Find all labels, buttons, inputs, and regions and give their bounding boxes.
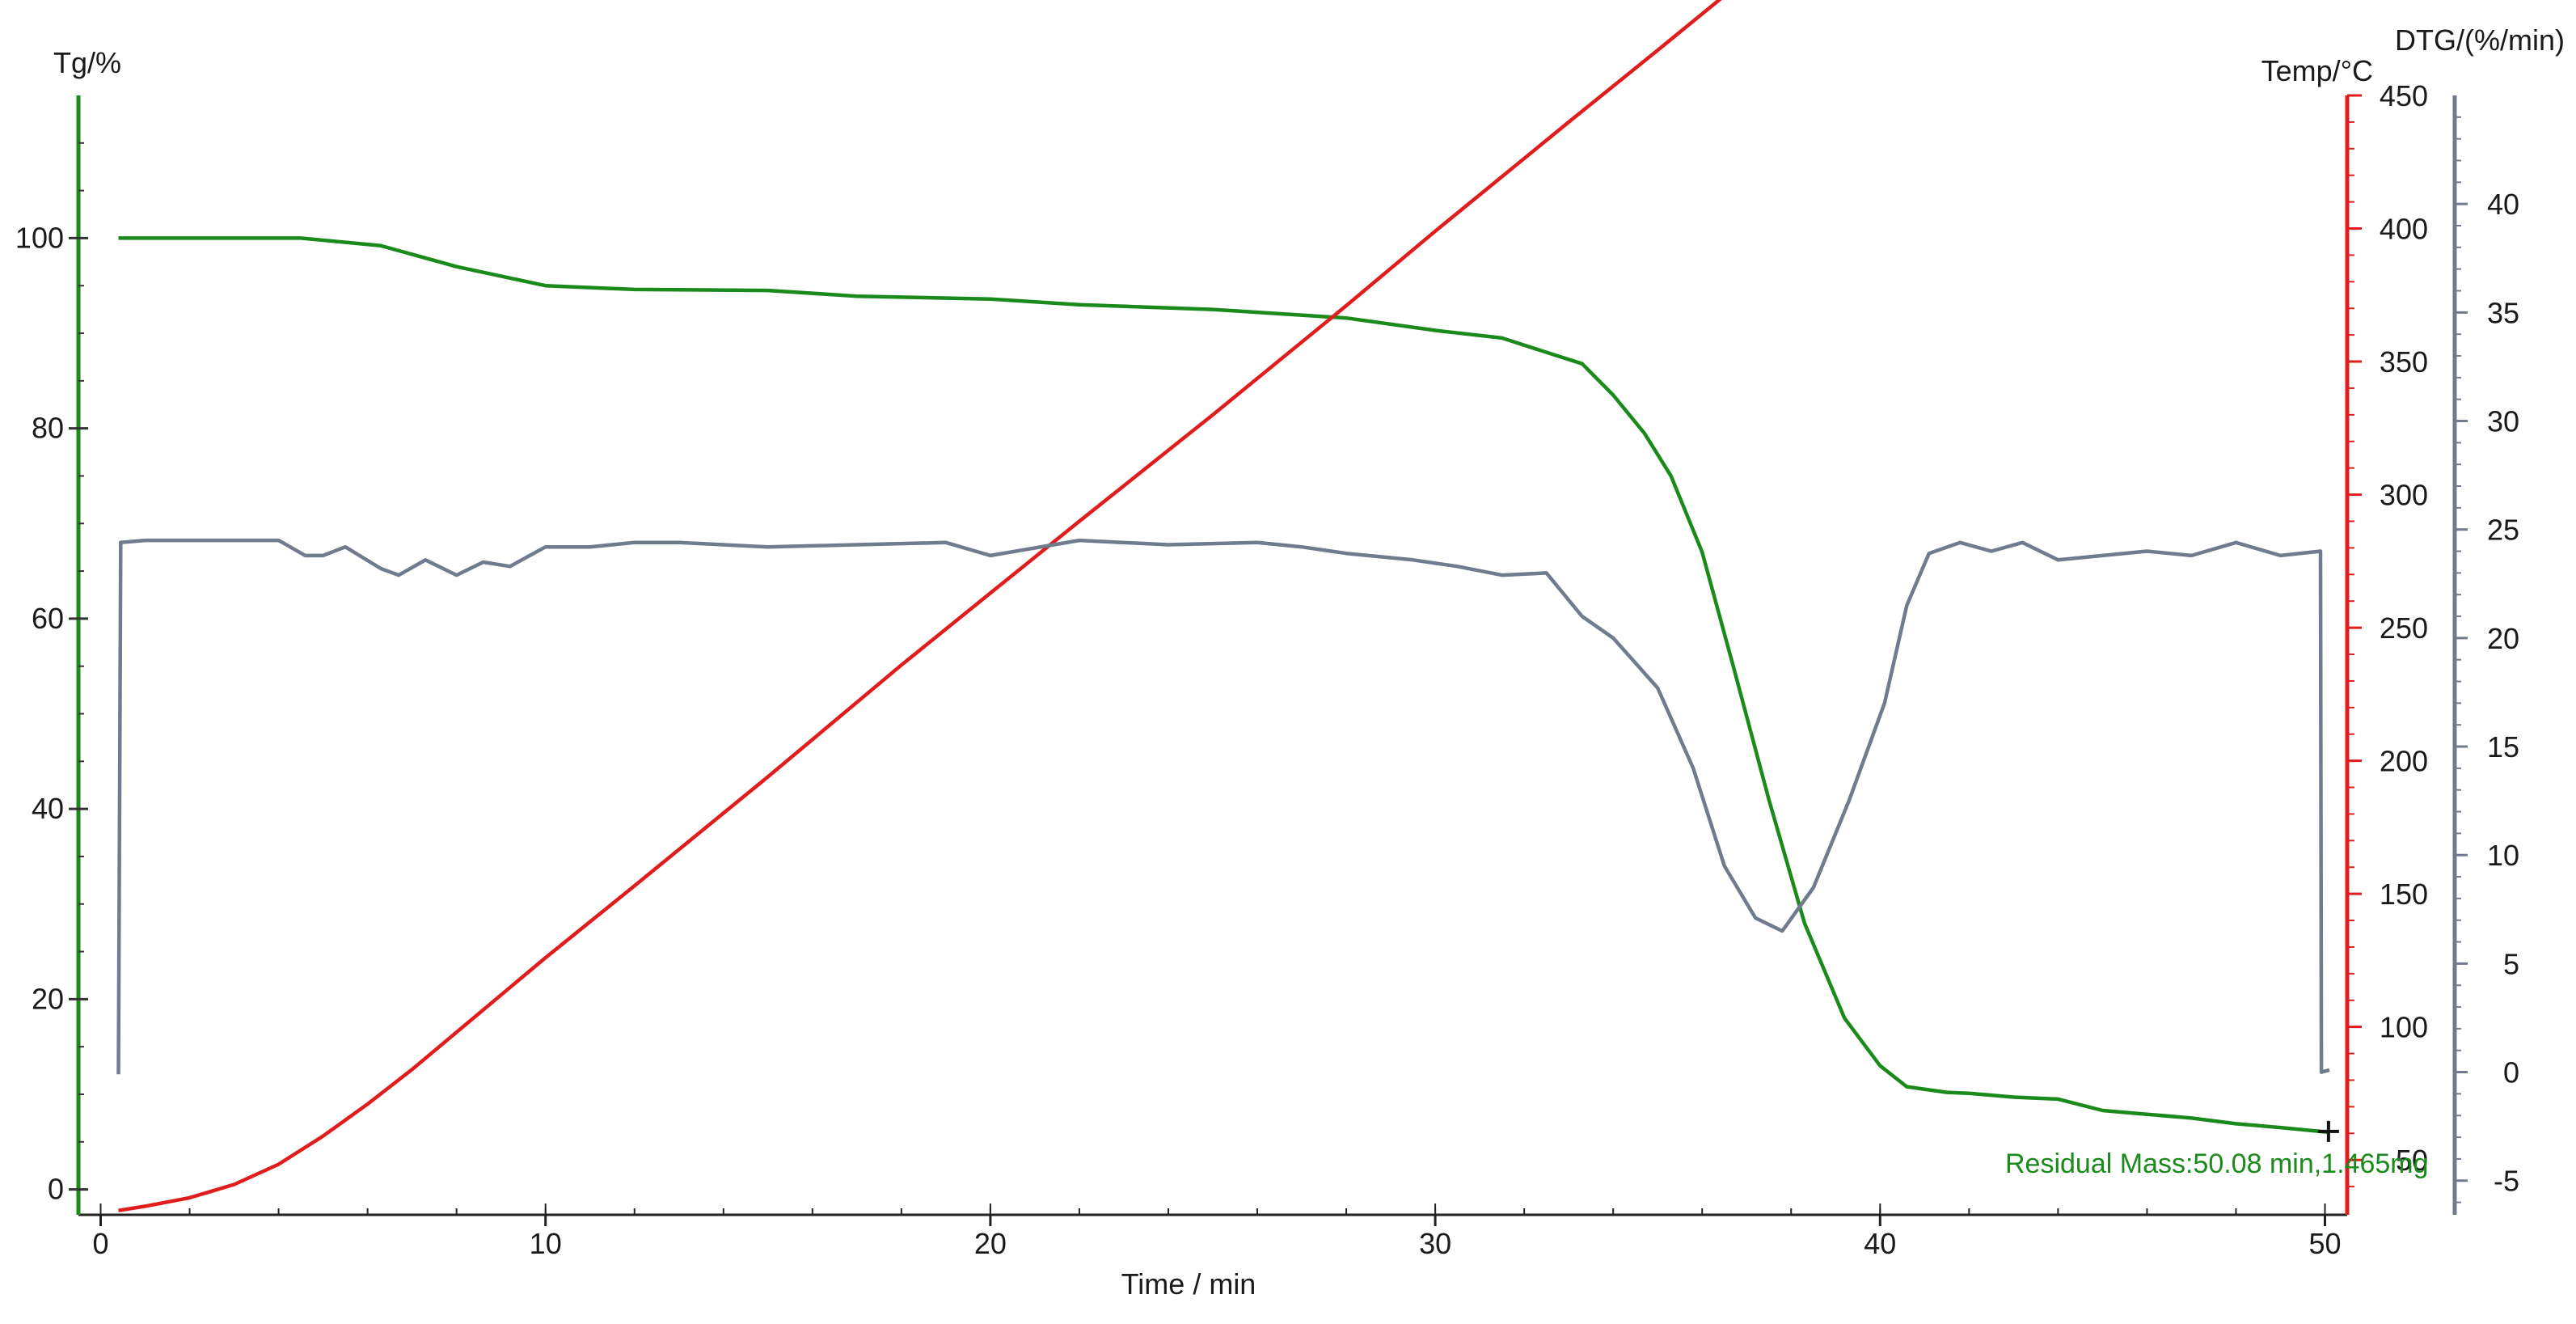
temp-series-line <box>118 0 1722 1212</box>
dtg-tick-label: 25 <box>2487 514 2519 547</box>
tg-tick-label: 20 <box>32 982 64 1015</box>
x-tick-label: 10 <box>530 1227 562 1260</box>
temp-tick-label: 200 <box>2380 745 2428 778</box>
tg-tick-label: 100 <box>15 221 64 254</box>
tg-axis-title: Tg/% <box>53 46 121 79</box>
tg-series-line <box>118 236 2330 1135</box>
series-lines <box>116 0 2330 1212</box>
tg-tick-label: 40 <box>32 792 64 825</box>
x-tick-label: 30 <box>1419 1227 1451 1260</box>
dtg-series-line <box>116 538 2330 1075</box>
tg-tick-label: 60 <box>32 602 64 635</box>
dtg-axis-title: DTG/(%/min) <box>2395 23 2565 57</box>
dtg-tick-label: 35 <box>2487 296 2519 329</box>
tg-tick-label: 0 <box>48 1173 64 1206</box>
temp-tick-label: 400 <box>2380 213 2428 246</box>
x-tick-label: 50 <box>2308 1227 2341 1260</box>
temp-tick-label: 300 <box>2380 479 2428 512</box>
temp-axis-title: Temp/°C <box>2261 54 2373 87</box>
temp-tick-label: 150 <box>2380 878 2428 911</box>
dtg-tick-label: -5 <box>2494 1165 2519 1198</box>
temp-tick-label: 450 <box>2380 79 2428 112</box>
dtg-tick-label: 5 <box>2503 947 2519 980</box>
dtg-tick-label: 20 <box>2487 622 2519 655</box>
residual-mass-label: Residual Mass:50.08 min,1.465mg <box>2005 1148 2429 1179</box>
x-tick-label: 0 <box>92 1227 108 1260</box>
temp-tick-label: 100 <box>2380 1011 2428 1044</box>
temp-tick-label: 50 <box>2396 1144 2428 1177</box>
tg-tick-label: 80 <box>32 412 64 445</box>
x-tick-label: 40 <box>1864 1227 1896 1260</box>
temp-tick-label: 350 <box>2380 345 2428 379</box>
dtg-tick-label: 15 <box>2487 730 2519 764</box>
x-tick-label: 20 <box>974 1227 1007 1260</box>
annotation: Residual Mass:50.08 min,1.465mg <box>2005 1120 2429 1179</box>
temp-tick-label: 250 <box>2380 611 2428 645</box>
x-axis-title: Time / min <box>1121 1267 1256 1301</box>
dtg-tick-label: 30 <box>2487 405 2519 438</box>
dtg-tick-label: 0 <box>2503 1056 2519 1089</box>
dtg-tick-label: 40 <box>2487 188 2519 221</box>
dtg-tick-label: 10 <box>2487 839 2519 872</box>
